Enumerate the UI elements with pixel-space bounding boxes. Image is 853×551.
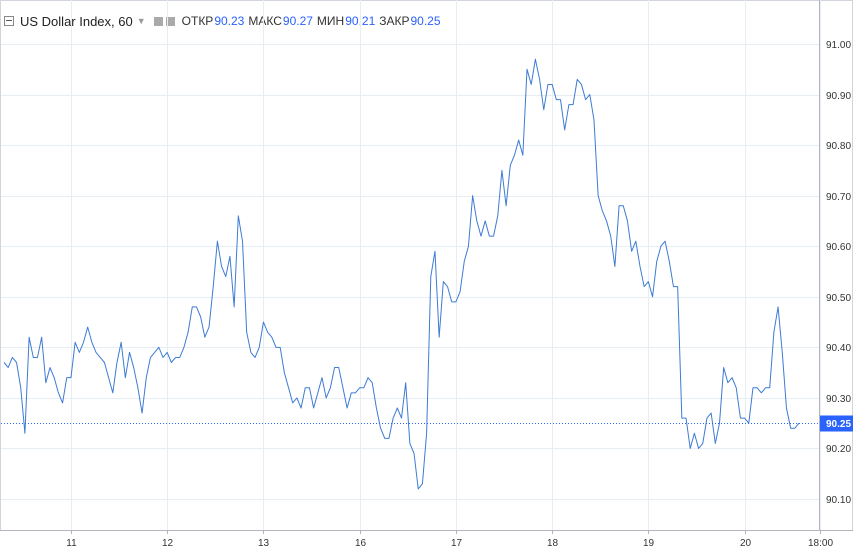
last-price-badge-label: 90.25 <box>826 419 851 430</box>
x-tick-label: 11 <box>66 538 77 549</box>
x-tick-label: 16 <box>355 538 367 549</box>
y-tick-label: 90.20 <box>826 444 851 455</box>
y-tick-label: 90.30 <box>826 394 851 405</box>
close-label: ЗАКР <box>379 14 410 28</box>
x-tick-label: 19 <box>643 538 655 549</box>
open-value: 90.23 <box>214 14 245 28</box>
y-tick-label: 90.40 <box>826 343 851 354</box>
y-tick-label: 90.50 <box>826 293 851 304</box>
x-tick-label: 20 <box>740 538 752 549</box>
y-tick-label: 90.80 <box>826 141 851 152</box>
price-line-series <box>3 58 800 490</box>
chevron-down-icon[interactable]: ▼ <box>136 16 146 26</box>
settings-icon[interactable] <box>153 16 163 26</box>
y-tick-label: 90.90 <box>826 91 851 102</box>
collapse-icon[interactable] <box>4 16 14 26</box>
last-price-badge <box>820 415 853 432</box>
x-tick-label: 13 <box>258 538 270 549</box>
open-label: ОТКР <box>181 14 214 28</box>
y-tick-label: 90.70 <box>826 192 851 203</box>
y-tick-label: 91.00 <box>826 40 851 51</box>
hide-icon[interactable] <box>165 16 175 26</box>
x-tick-label: 18 <box>547 538 559 549</box>
high-label: МАКС <box>248 14 282 28</box>
x-tick-label: 12 <box>162 538 174 549</box>
chart-frame <box>0 0 853 531</box>
chart-legend: US Dollar Index, 60 ▼ ОТКР 90.23 МАКС 90.2… <box>4 11 441 31</box>
y-tick-label: 90.10 <box>826 495 851 506</box>
x-tick-label: 18:00 <box>808 538 833 549</box>
high-value: 90.27 <box>282 14 313 28</box>
x-tick-label: 17 <box>451 538 463 549</box>
symbol-title[interactable]: US Dollar Index, 60 <box>20 13 133 29</box>
low-label: МИН <box>316 14 345 28</box>
y-tick-label: 90.60 <box>826 242 851 253</box>
close-value: 90.25 <box>410 14 441 28</box>
